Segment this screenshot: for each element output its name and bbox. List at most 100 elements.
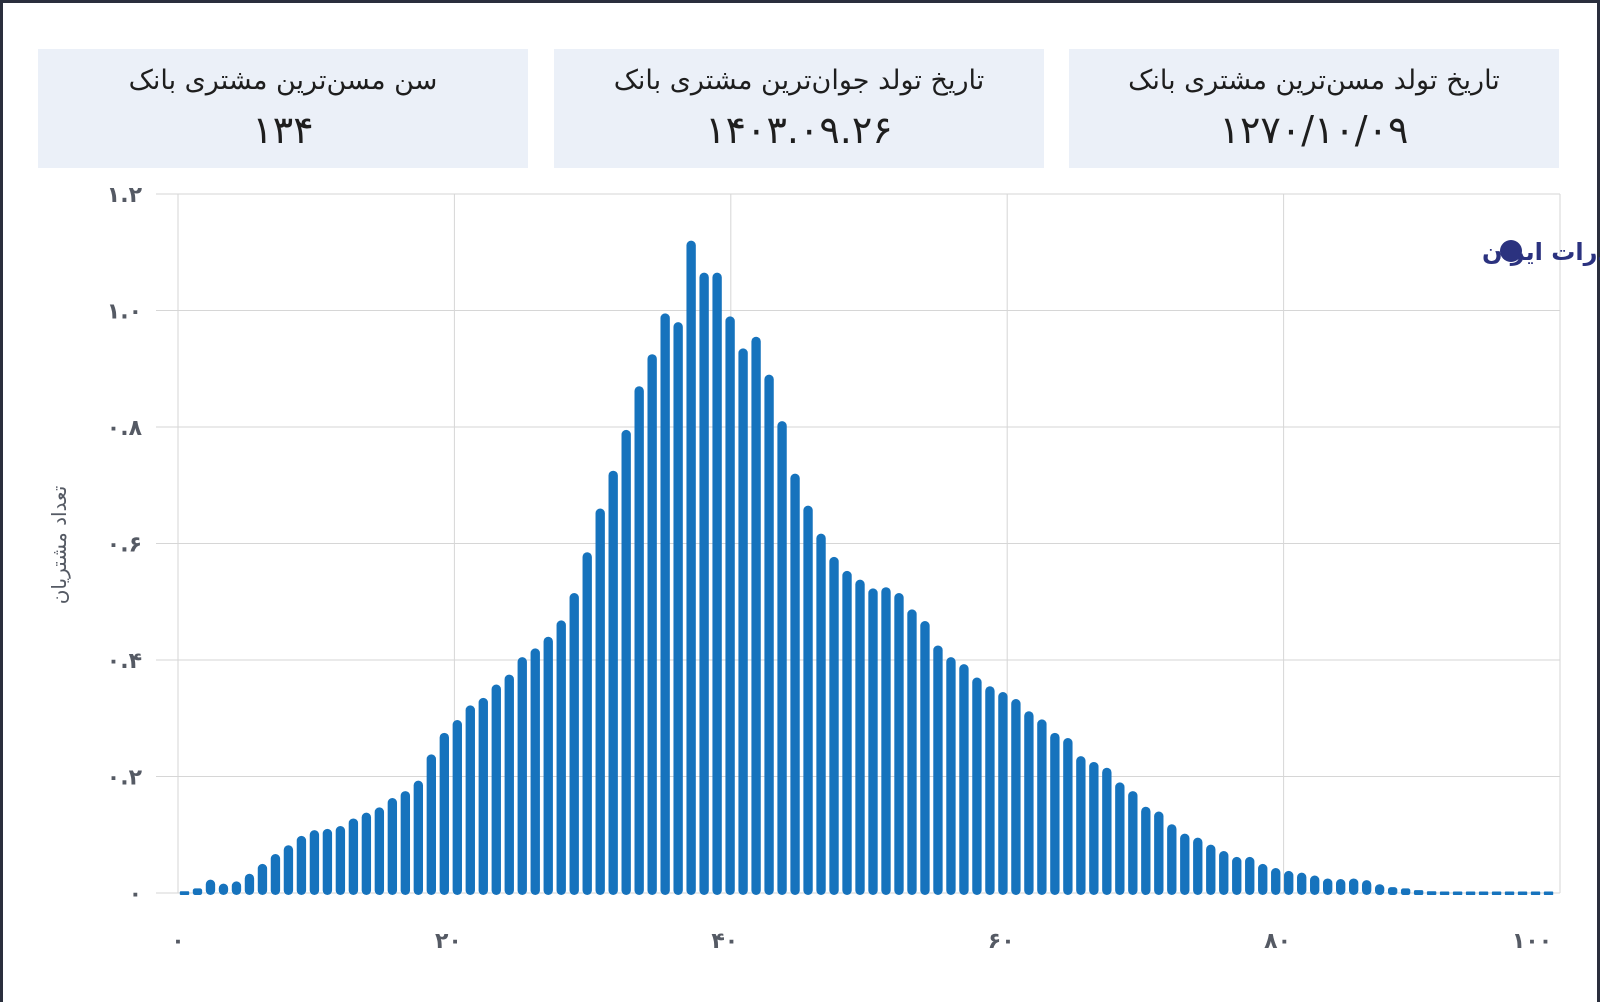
bar [517,657,527,895]
bar [205,879,216,895]
bar [283,845,294,895]
bar [816,533,826,895]
y-tick-label: ۰.۲ [107,766,143,791]
bar [803,505,813,895]
bar [1517,891,1528,895]
y-tick-label: ۰.۴ [107,649,142,674]
stat-card-youngest-birthdate: تاریخ تولد جوان‌ترین مشتری بانک ۱۴۰۳.۰۹.… [554,49,1044,168]
bar [1245,856,1255,895]
bar [387,798,398,895]
bar [1452,891,1463,895]
bar [439,732,449,895]
bar [504,674,514,895]
bar [933,645,943,895]
bar [543,636,553,895]
bar [881,587,891,895]
bar [959,664,969,895]
bar [179,891,190,895]
bar [621,429,631,895]
bar [1348,878,1359,895]
bar [725,316,735,895]
bar [1011,699,1021,895]
bar [1141,806,1151,895]
bar [426,754,436,895]
bar [1284,870,1294,895]
bar [1361,880,1372,895]
bars-layer [179,240,1554,896]
bar [192,888,203,895]
x-tick-label: ۶۰ [988,929,1015,954]
bar [231,881,242,895]
x-tick-label: ۱۰۰ [1512,929,1552,954]
bar [1543,891,1554,895]
y-tick-label: ۰.۸ [107,416,143,441]
bar [907,609,917,895]
x-tick-label: ۰ [171,929,184,954]
bar [322,828,333,895]
bar [699,272,709,895]
bar [972,677,982,895]
bar [465,705,475,895]
bar [1491,891,1502,895]
bar [1219,851,1229,895]
bar [842,570,852,895]
y-tick-label: ۱.۰ [107,300,142,325]
x-tick-label: ۴۰ [711,929,738,954]
bar [1400,888,1411,895]
bar [1374,884,1385,895]
bar [1310,875,1320,895]
bar [1115,782,1125,895]
stat-card-oldest-age: سن مسن‌ترین مشتری بانک ۱۳۴ [38,49,528,168]
bar [1089,761,1099,895]
bar [946,657,956,895]
bar [1387,887,1398,895]
bar [309,830,320,895]
bar [998,692,1008,895]
bar [738,348,748,895]
bar [556,620,566,895]
bar [920,620,930,895]
stat-title: تاریخ تولد جوان‌ترین مشتری بانک [613,65,985,96]
bar [1530,891,1541,895]
bar [1037,719,1047,895]
bar [348,818,359,895]
y-axis-label: تعداد مشتریان [47,486,71,605]
bar [764,374,774,895]
bar [1128,791,1138,895]
bar [1504,891,1515,895]
bar [491,684,501,895]
bar [569,593,579,895]
bar [452,719,462,895]
bar [634,386,644,895]
bar [855,579,865,895]
bar [1050,732,1060,895]
bar [413,780,424,895]
bar [1167,824,1177,895]
legend-label: نمودار پراکندگی سنی مشتریان بانک صادرات … [1482,238,1600,266]
stat-value: ۱۳۴ [252,108,314,152]
bar [1063,738,1073,895]
bar [673,322,683,895]
stat-value: ۱۴۰۳.۰۹.۲۶ [705,108,893,152]
bar [1206,844,1216,895]
bar [1465,891,1476,895]
bar [270,853,281,895]
bar [257,863,268,895]
stat-value: ۱۲۷۰/۱۰/۰۹ [1219,108,1409,152]
bar [751,336,761,895]
x-tick-label: ۸۰ [1264,929,1291,954]
bar [1154,811,1164,895]
bar [595,508,605,895]
bar [712,272,722,895]
y-tick-label: ۱.۲ [107,183,143,208]
bar [582,552,592,895]
bar [1478,891,1489,895]
legend: نمودار پراکندگی سنی مشتریان بانک صادرات … [1482,238,1600,266]
stat-title: تاریخ تولد مسن‌ترین مشتری بانک [1128,65,1500,96]
bar [361,812,372,895]
axis-layer: ۰ ۰.۲ ۰.۴ ۰.۶ ۰.۸ ۱.۰ ۱.۲ ۰ ۲۰ ۴۰ ۶۰ ۸۰ ۱۰۰ [107,183,1552,954]
bar [1024,711,1034,895]
bar [1335,879,1346,895]
